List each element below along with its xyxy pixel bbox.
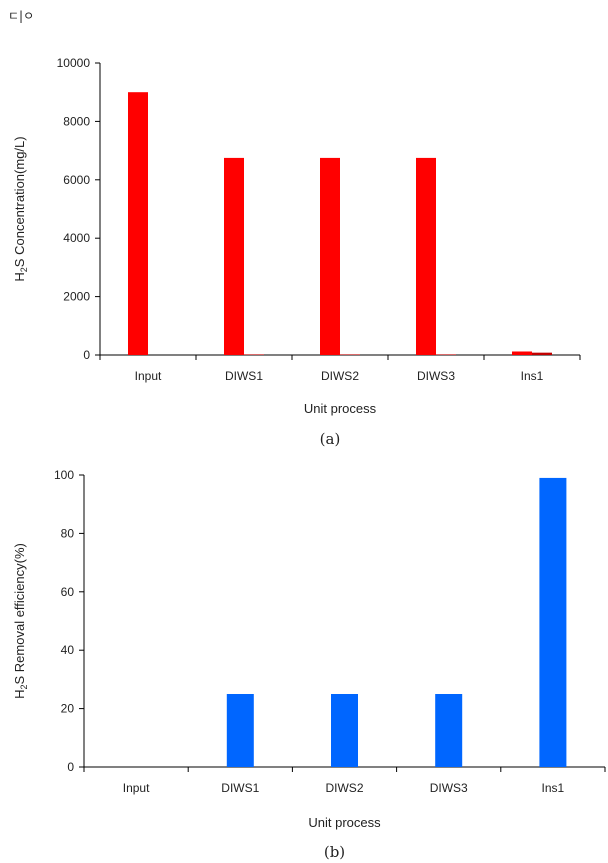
y-tick-label: 20 — [61, 702, 75, 716]
x-tick-label: DIWS1 — [225, 369, 263, 383]
y-axis-title-subscript: 2 — [19, 267, 29, 272]
y-axis-title-part: S Removal efficiency(%) — [12, 543, 27, 684]
x-axis-title: Unit process — [304, 401, 377, 416]
y-tick-label: 10000 — [57, 56, 91, 70]
y-tick-label: 60 — [61, 585, 75, 599]
bar-input-series-1 — [128, 92, 148, 355]
corner-mark: ㄷ|ㅇ — [8, 9, 34, 23]
bar-diws3-series-1 — [416, 157, 436, 355]
y-axis-title-part: H — [12, 690, 27, 699]
bar-diws1-series-2 — [244, 354, 264, 355]
y-axis-title-part: S Concentration(mg/L) — [12, 136, 27, 267]
x-tick-label: DIWS3 — [417, 369, 455, 383]
bar-ins1-series-2 — [532, 352, 552, 355]
bar-diws1-series-1 — [226, 694, 254, 767]
x-tick-label: Ins1 — [542, 781, 565, 795]
x-tick-label: Input — [135, 369, 162, 383]
x-tick-label: Input — [123, 781, 150, 795]
panel-caption: (b) — [324, 843, 345, 861]
y-tick-label: 80 — [61, 526, 75, 540]
bar-diws2-series-1 — [331, 694, 358, 767]
y-tick-label: 4000 — [63, 231, 90, 245]
y-axis-title: H2S Concentration(mg/L) — [12, 136, 29, 281]
x-tick-label: Ins1 — [521, 369, 544, 383]
bar-diws2-series-2 — [340, 354, 360, 355]
bar-ins1-series-1 — [539, 477, 567, 767]
bar-ins1-series-1 — [512, 351, 532, 355]
bar-diws3-series-2 — [436, 354, 456, 355]
y-tick-label: 0 — [67, 760, 74, 774]
y-axis-title-part: H — [12, 272, 27, 281]
bar-diws2-series-1 — [320, 157, 340, 355]
x-tick-label: DIWS3 — [430, 781, 468, 795]
chart-a-concentration: 0 2000 4000 6000 8000 10000 Input DIWS1 DIWS2 DIW… — [12, 56, 581, 448]
panel-caption: (a) — [320, 430, 341, 448]
y-tick-label: 40 — [61, 643, 75, 657]
x-tick-label: DIWS2 — [325, 781, 363, 795]
x-tick-label: DIWS1 — [221, 781, 259, 795]
y-tick-label: 6000 — [63, 173, 90, 187]
chart-b-removal-efficiency: 0 20 40 60 80 100 Input DIWS1 DIWS2 DIWS3 Ins1 Unit… — [12, 468, 606, 861]
y-tick-label: 100 — [54, 468, 74, 482]
y-tick-label: 8000 — [63, 114, 90, 128]
bar-diws3-series-1 — [435, 694, 463, 767]
y-tick-label: 0 — [83, 348, 90, 362]
y-tick-label: 2000 — [63, 290, 90, 304]
y-axis-title: H2S Removal efficiency(%) — [12, 543, 29, 699]
x-axis-title: Unit process — [308, 815, 381, 830]
bar-diws1-series-1 — [224, 157, 244, 355]
y-axis-title-subscript: 2 — [19, 684, 29, 689]
x-tick-label: DIWS2 — [321, 369, 359, 383]
